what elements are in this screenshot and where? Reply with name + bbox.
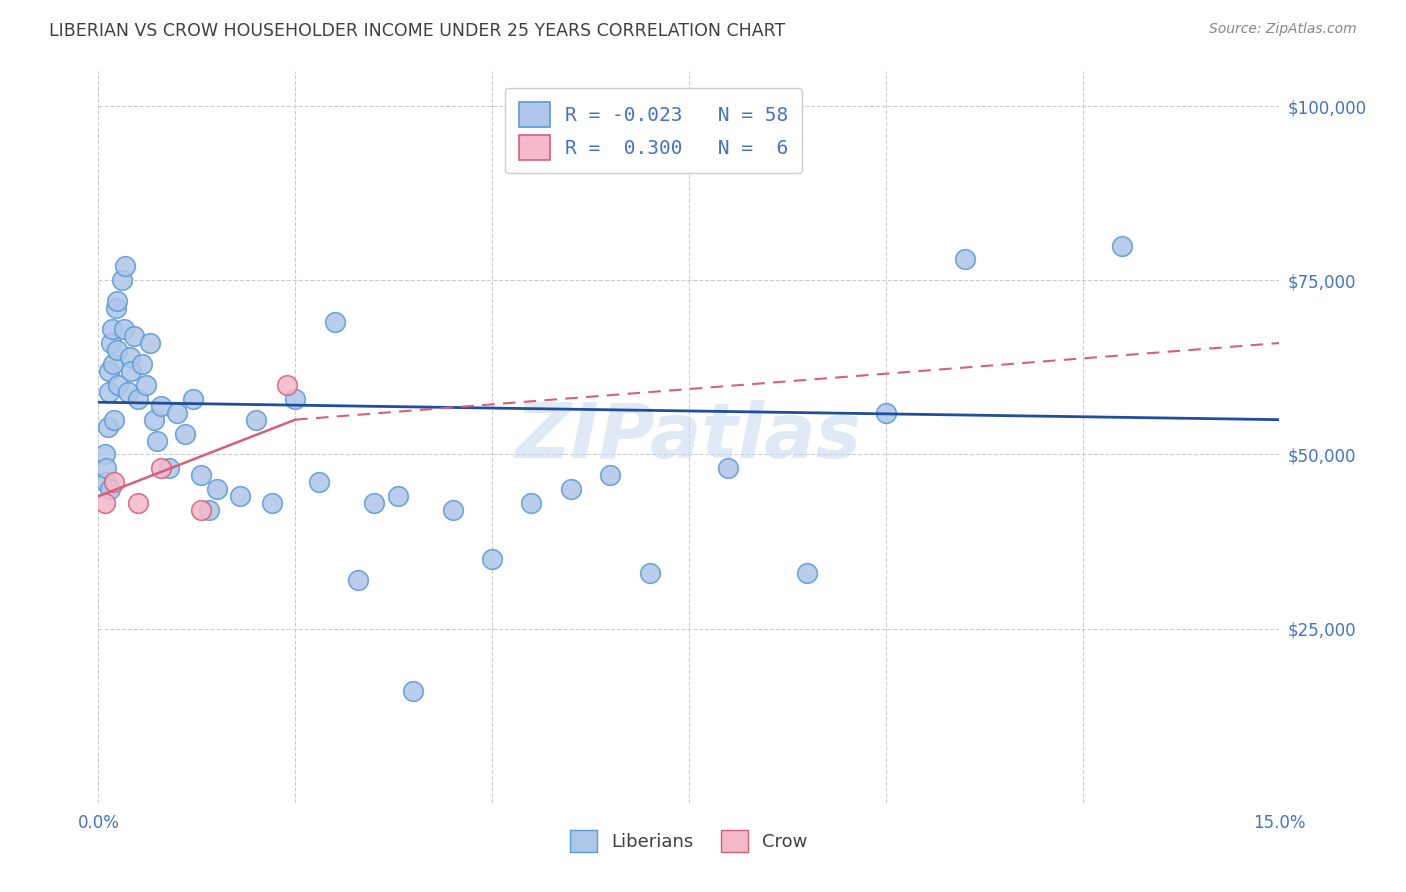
- Point: [796, 566, 818, 580]
- Point: [105, 294, 128, 309]
- Point: [323, 315, 346, 329]
- Point: [131, 357, 153, 371]
- Text: Source: ZipAtlas.com: Source: ZipAtlas.com: [1209, 22, 1357, 37]
- Point: [138, 336, 160, 351]
- Point: [101, 322, 124, 336]
- Point: [638, 566, 661, 580]
- Point: [121, 364, 143, 378]
- Point: [94, 475, 117, 490]
- Point: [103, 475, 125, 490]
- Point: [875, 406, 897, 420]
- Point: [118, 350, 141, 364]
- Point: [157, 461, 180, 475]
- Point: [560, 483, 582, 497]
- Point: [166, 406, 188, 420]
- Point: [114, 260, 136, 274]
- Point: [181, 392, 204, 406]
- Point: [1111, 238, 1133, 252]
- Point: [93, 496, 115, 510]
- Point: [98, 384, 121, 399]
- Point: [117, 384, 139, 399]
- Text: LIBERIAN VS CROW HOUSEHOLDER INCOME UNDER 25 YEARS CORRELATION CHART: LIBERIAN VS CROW HOUSEHOLDER INCOME UNDE…: [49, 22, 786, 40]
- Point: [105, 343, 128, 357]
- Point: [100, 336, 122, 351]
- Point: [97, 364, 120, 378]
- Point: [107, 377, 129, 392]
- Point: [142, 412, 165, 426]
- Point: [205, 483, 228, 497]
- Point: [146, 434, 169, 448]
- Legend: Liberians, Crow: Liberians, Crow: [562, 823, 815, 860]
- Point: [127, 392, 149, 406]
- Point: [953, 252, 976, 267]
- Point: [599, 468, 621, 483]
- Point: [387, 489, 409, 503]
- Point: [135, 377, 157, 392]
- Point: [98, 483, 121, 497]
- Point: [481, 552, 503, 566]
- Point: [260, 496, 283, 510]
- Point: [284, 392, 307, 406]
- Point: [197, 503, 219, 517]
- Point: [104, 301, 127, 316]
- Point: [103, 412, 125, 426]
- Point: [127, 496, 149, 510]
- Point: [520, 496, 543, 510]
- Point: [97, 419, 120, 434]
- Point: [229, 489, 252, 503]
- Point: [441, 503, 464, 517]
- Point: [93, 448, 115, 462]
- Point: [363, 496, 385, 510]
- Point: [150, 399, 173, 413]
- Point: [245, 412, 267, 426]
- Point: [308, 475, 330, 490]
- Point: [101, 357, 124, 371]
- Point: [190, 468, 212, 483]
- Point: [276, 377, 298, 392]
- Point: [111, 273, 134, 287]
- Point: [112, 322, 135, 336]
- Text: ZIPatlas: ZIPatlas: [516, 401, 862, 474]
- Point: [402, 684, 425, 698]
- Point: [174, 426, 197, 441]
- Point: [717, 461, 740, 475]
- Point: [190, 503, 212, 517]
- Point: [122, 329, 145, 343]
- Point: [150, 461, 173, 475]
- Point: [96, 461, 118, 475]
- Point: [347, 573, 370, 587]
